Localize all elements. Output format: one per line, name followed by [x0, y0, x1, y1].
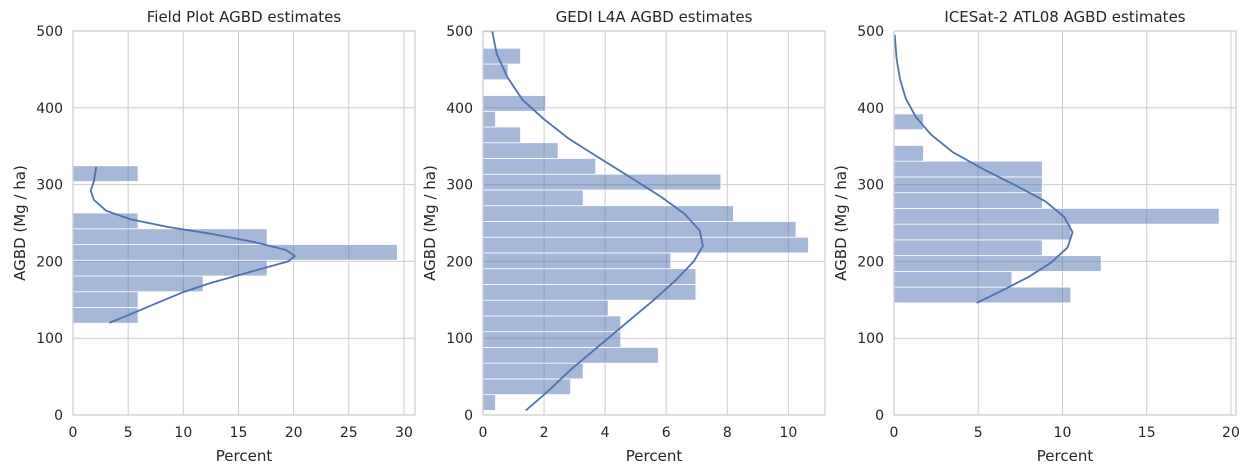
kde-curve — [89, 166, 297, 324]
x-tick-label: 10 — [1054, 425, 1072, 441]
x-tick-label: 10 — [779, 425, 797, 441]
histogram-bar — [483, 173, 722, 191]
x-tick-label: 10 — [174, 425, 192, 441]
chart-title: Field Plot AGBD estimates — [147, 8, 342, 26]
histogram-bar — [483, 158, 597, 175]
histogram-bar — [894, 270, 1013, 288]
histogram-bars — [483, 31, 809, 411]
chart-title: ICESat-2 ATL08 AGBD estimates — [944, 8, 1185, 26]
histogram-bar — [483, 315, 622, 333]
y-axis-label: AGBD (Mg / ha) — [421, 165, 439, 281]
axes-frame — [482, 30, 826, 416]
y-tick-label: 100 — [446, 331, 473, 347]
y-tick-label: 300 — [446, 178, 473, 194]
y-tick-label: 0 — [875, 408, 884, 424]
x-axis-label: Percent — [626, 447, 683, 465]
chart-title: GEDI L4A AGBD estimates — [556, 8, 753, 26]
x-tick-label: 0 — [890, 425, 899, 441]
histogram-bar — [894, 192, 1043, 209]
histogram-bar — [483, 236, 809, 254]
histogram-bar — [73, 212, 139, 230]
y-tick-label: 200 — [446, 254, 473, 270]
y-axis-label: AGBD (Mg / ha) — [832, 165, 850, 281]
histogram-bar — [894, 176, 1043, 194]
kde-curve — [491, 31, 704, 412]
y-tick-label: 400 — [446, 101, 473, 117]
x-axis-label: Percent — [216, 447, 273, 465]
histogram-bar — [73, 259, 268, 277]
y-tick-label: 200 — [36, 254, 63, 270]
histogram-bar — [894, 239, 1043, 257]
x-axis-label: Percent — [1037, 447, 1094, 465]
x-tick-label: 5 — [124, 425, 133, 441]
y-tick-label: 100 — [857, 331, 884, 347]
y-tick-label: 400 — [36, 101, 63, 117]
histogram-bar — [483, 31, 496, 33]
y-tick-label: 300 — [857, 178, 884, 194]
histogram-bar — [483, 205, 734, 222]
y-tick-label: 100 — [36, 331, 63, 347]
y-tick-label: 500 — [36, 24, 63, 40]
histogram-bar — [73, 165, 139, 182]
kde-curve — [894, 34, 1074, 304]
y-tick-label: 500 — [857, 24, 884, 40]
x-tick-label: 4 — [601, 425, 610, 441]
x-tick-label: 2 — [540, 425, 549, 441]
x-tick-label: 0 — [479, 425, 488, 441]
histogram-bar — [894, 255, 1102, 272]
y-tick-label: 500 — [446, 24, 473, 40]
y-tick-label: 300 — [36, 178, 63, 194]
x-tick-label: 0 — [69, 425, 78, 441]
y-tick-label: 0 — [464, 408, 473, 424]
x-tick-label: 8 — [723, 425, 732, 441]
histogram-bar — [483, 394, 496, 411]
histogram-bar — [483, 189, 584, 207]
axes-frame — [72, 30, 416, 416]
histogram-bar — [73, 228, 268, 245]
histogram-bar — [483, 126, 521, 144]
x-tick-label: 15 — [1138, 425, 1156, 441]
y-tick-label: 0 — [54, 408, 63, 424]
histogram-bar — [483, 299, 609, 317]
histogram-bar — [483, 347, 659, 364]
x-tick-label: 15 — [230, 425, 248, 441]
histogram-bar — [894, 208, 1220, 225]
x-tick-label: 25 — [340, 425, 358, 441]
histogram-bar — [483, 252, 672, 270]
histogram-bar — [894, 223, 1072, 241]
histogram-bar — [894, 160, 1043, 178]
y-tick-label: 400 — [857, 101, 884, 117]
histogram-bar — [73, 291, 139, 308]
histogram-bars — [894, 113, 1220, 304]
histogram-bar — [483, 142, 559, 159]
y-axis-label: AGBD (Mg / ha) — [11, 165, 29, 281]
histogram-bar — [894, 145, 924, 162]
histogram-bar — [483, 221, 797, 238]
x-tick-label: 30 — [395, 425, 413, 441]
histogram-bar — [73, 244, 398, 261]
x-tick-label: 6 — [662, 425, 671, 441]
histogram-bar — [483, 47, 521, 65]
x-tick-label: 20 — [285, 425, 303, 441]
histogram-bar — [483, 95, 546, 112]
histogram-bar — [483, 110, 496, 128]
x-tick-label: 20 — [1222, 425, 1240, 441]
x-tick-label: 5 — [974, 425, 983, 441]
y-tick-label: 200 — [857, 254, 884, 270]
histogram-bar — [483, 284, 697, 301]
histogram-bar — [483, 268, 697, 285]
axes-frame — [893, 30, 1237, 416]
histogram-bar — [73, 275, 204, 293]
